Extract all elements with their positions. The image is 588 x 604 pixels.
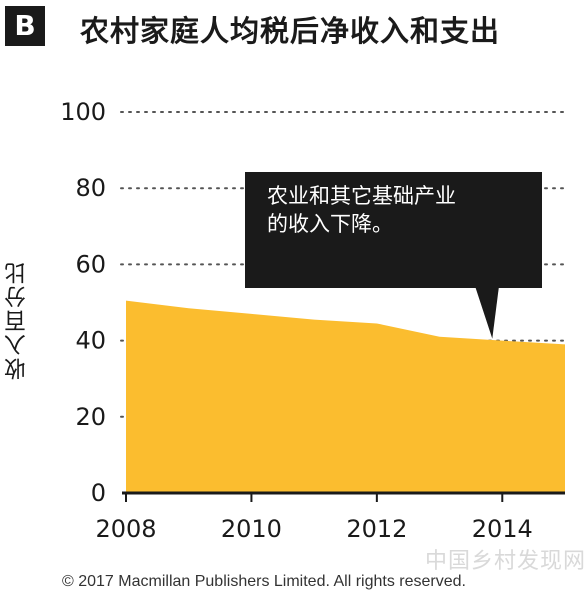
y-tick-label-80: 80 [75,174,106,202]
y-tick-label-0: 0 [91,479,106,507]
y-axis-label: 收入百分比 [5,260,30,380]
annotation-line-1: 农业和其它基础产业 [267,184,456,208]
y-tick-label-60: 60 [75,250,106,278]
copyright-notice: © 2017 Macmillan Publishers Limited. All… [62,573,466,590]
watermark: 中国乡村发现网 [425,549,587,574]
x-tick-label-2014: 2014 [472,515,533,543]
x-tick-label-2010: 2010 [221,515,282,543]
annotation-pointer [475,286,499,339]
y-tick-label-40: 40 [75,327,106,355]
x-tick-label-2012: 2012 [346,515,407,543]
area-fill [126,300,565,493]
x-tick-label-2008: 2008 [95,515,156,543]
panel-letter-badge: B [5,6,45,46]
annotation-line-2: 的收入下降。 [267,212,393,236]
area-series [122,286,565,495]
annotation-callout: 农业和其它基础产业 的收入下降。 [245,172,542,288]
chart-title: 农村家庭人均税后净收入和支出 [80,14,501,48]
x-tick-labels: 2008 2010 2012 2014 [95,493,533,543]
y-tick-label-100: 100 [60,98,106,126]
y-tick-label-20: 20 [75,403,106,431]
y-tick-labels: 0 20 40 60 80 100 [60,98,106,507]
